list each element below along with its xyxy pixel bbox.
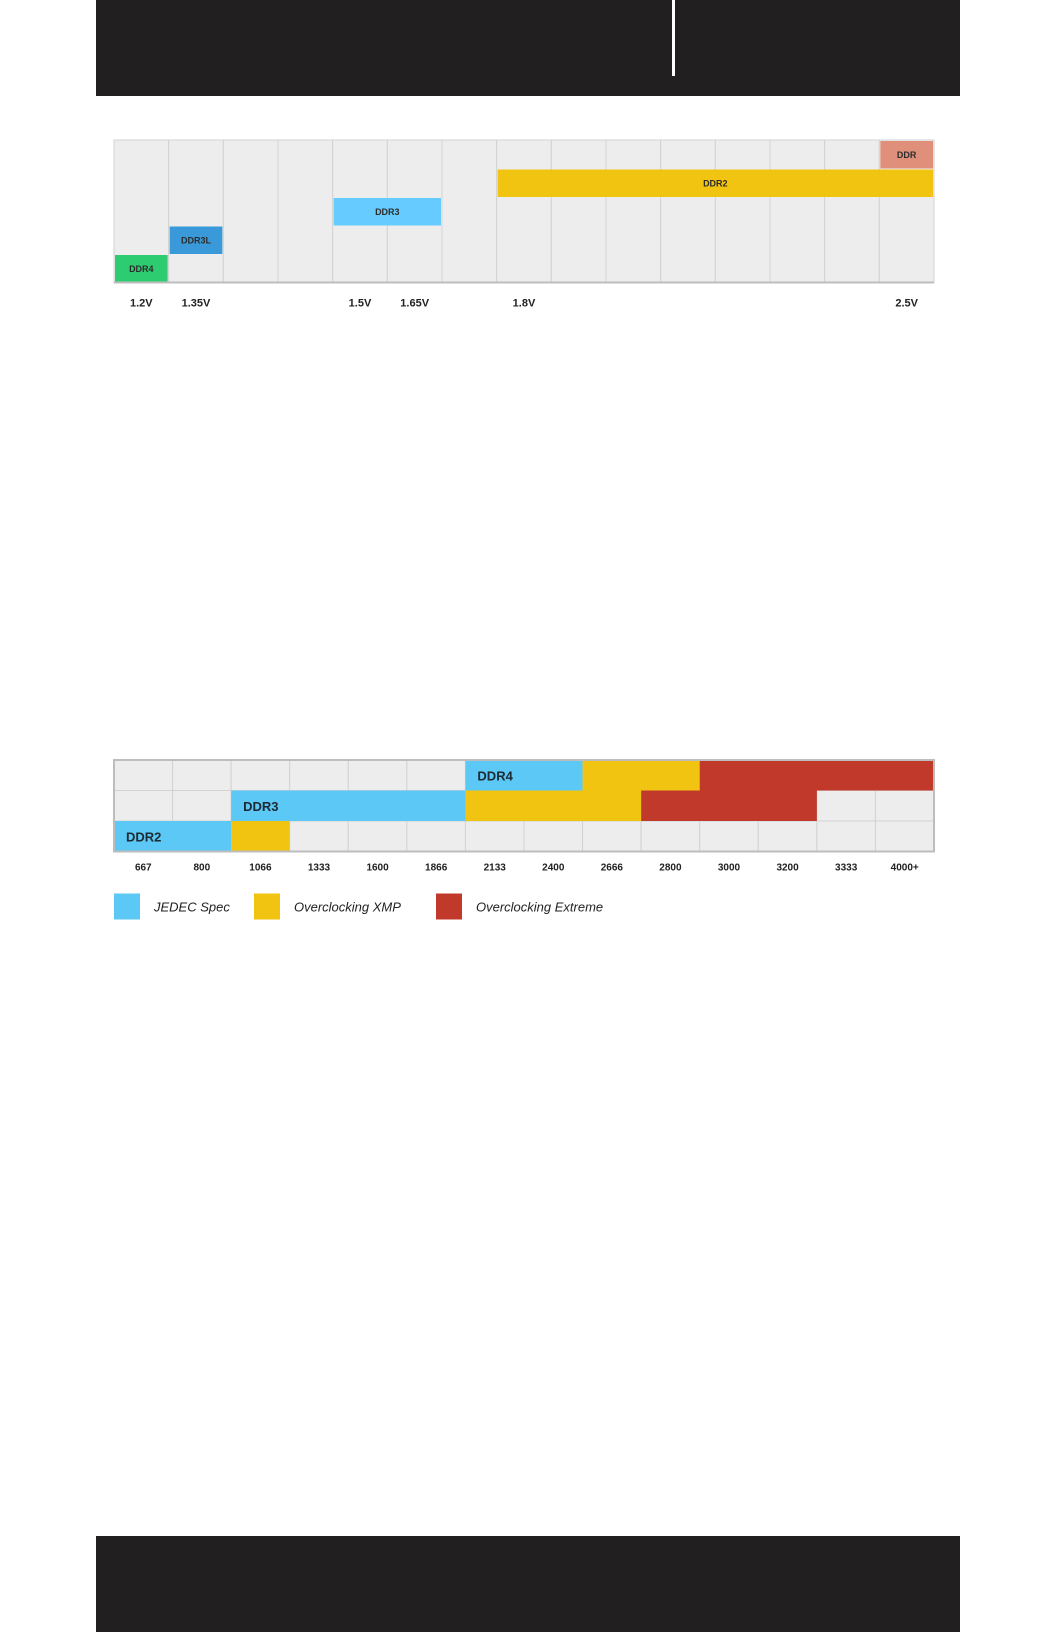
bar-ddr4 <box>115 255 168 283</box>
x-tick-label: 3000 <box>718 863 741 874</box>
grid-cell <box>347 820 408 852</box>
x-tick-label: 1.2V <box>130 298 153 310</box>
grid-cell <box>172 759 232 791</box>
grid-cell <box>289 820 349 852</box>
grid-cell <box>464 820 525 852</box>
grid-column <box>605 139 662 283</box>
speed-chart: DDR4 DDR3 DDR2 667 800 1066 1333 1600 1866 2133 24… <box>113 759 935 920</box>
x-tick-label: 1600 <box>366 863 389 874</box>
grid-cell <box>172 790 232 822</box>
grid-column <box>769 139 826 283</box>
bar-label: DDR3 <box>375 207 400 217</box>
grid-cell <box>874 790 935 822</box>
grid-cell <box>347 759 408 791</box>
x-tick-label: 667 <box>135 863 152 874</box>
segment-overclocking-extreme <box>699 760 934 791</box>
x-tick-label: 1.8V <box>513 298 536 310</box>
grid-column <box>496 139 552 283</box>
grid-cell <box>640 820 701 852</box>
segment-label: DDR4 <box>477 768 513 783</box>
grid-cell <box>699 820 759 852</box>
grid-cell <box>406 759 466 791</box>
top-banner <box>96 0 960 96</box>
bottom-banner <box>96 1536 960 1632</box>
grid-cell <box>874 820 935 852</box>
grid-cell <box>523 820 584 852</box>
bar-label: DDR2 <box>703 178 728 188</box>
legend-swatch <box>436 893 462 920</box>
x-tick-label: 2400 <box>542 863 565 874</box>
banner-divider <box>672 0 675 76</box>
legend-label: Overclocking Extreme <box>476 900 603 915</box>
segment-label: DDR2 <box>126 829 161 844</box>
x-tick-label: 1866 <box>425 863 448 874</box>
legend-label: JEDEC Spec <box>153 900 230 915</box>
grid-column <box>550 139 607 283</box>
x-tick-label: 800 <box>194 863 211 874</box>
x-tick-label: 2800 <box>659 863 682 874</box>
grid-cell <box>113 790 174 822</box>
legend-swatch <box>254 893 280 920</box>
x-tick-label: 1066 <box>249 863 272 874</box>
x-tick-label: 1.5V <box>349 298 372 310</box>
bar-ddr3 <box>333 198 441 226</box>
bar-ddr2 <box>497 169 933 197</box>
grid-column <box>222 139 279 283</box>
grid-column <box>824 139 880 283</box>
x-tick-label: 2666 <box>601 863 624 874</box>
grid-cell <box>816 790 876 822</box>
x-tick-label: 1.35V <box>182 298 211 310</box>
bar-ddr <box>880 141 933 169</box>
grid-column <box>714 139 771 283</box>
x-tick-label: 4000+ <box>891 863 919 874</box>
segment-jedec-spec <box>465 760 583 791</box>
bar-label: DDR4 <box>129 264 154 274</box>
segment-overclocking-xmp <box>231 821 290 852</box>
voltage-chart: DDR4 DDR3L DDR3 DDR2 DDR 1.2V 1.35V 1.5V 1.65V 1.… <box>113 139 935 310</box>
x-tick-label: 3200 <box>776 863 799 874</box>
segment-overclocking-extreme <box>641 790 817 821</box>
x-tick-label: 2.5V <box>895 298 918 310</box>
chart-frame <box>113 759 935 853</box>
grid-column <box>441 139 498 283</box>
grid-cell <box>113 759 174 791</box>
legend-label: Overclocking XMP <box>294 900 401 915</box>
grid-column <box>660 139 716 283</box>
segment-jedec-spec <box>114 821 232 852</box>
legend-swatch <box>114 893 140 920</box>
x-tick-label: 1333 <box>308 863 331 874</box>
bar-label: DDR <box>897 150 917 160</box>
segment-overclocking-xmp <box>582 760 700 791</box>
grid-cell <box>816 820 876 852</box>
segment-label: DDR3 <box>243 799 278 814</box>
grid-cell <box>406 820 466 852</box>
grid-cell <box>757 820 818 852</box>
bar-label: DDR3L <box>181 235 212 245</box>
segment-jedec-spec <box>231 790 466 821</box>
grid-cell <box>230 759 291 791</box>
bar-ddr3l <box>169 226 223 254</box>
segment-overclocking-xmp <box>465 790 642 821</box>
x-tick-label: 2133 <box>484 863 507 874</box>
grid-cell <box>582 820 642 852</box>
x-tick-label: 1.65V <box>400 298 429 310</box>
grid-column <box>168 139 224 283</box>
grid-cell <box>289 759 349 791</box>
x-tick-label: 3333 <box>835 863 858 874</box>
grid-column <box>277 139 334 283</box>
